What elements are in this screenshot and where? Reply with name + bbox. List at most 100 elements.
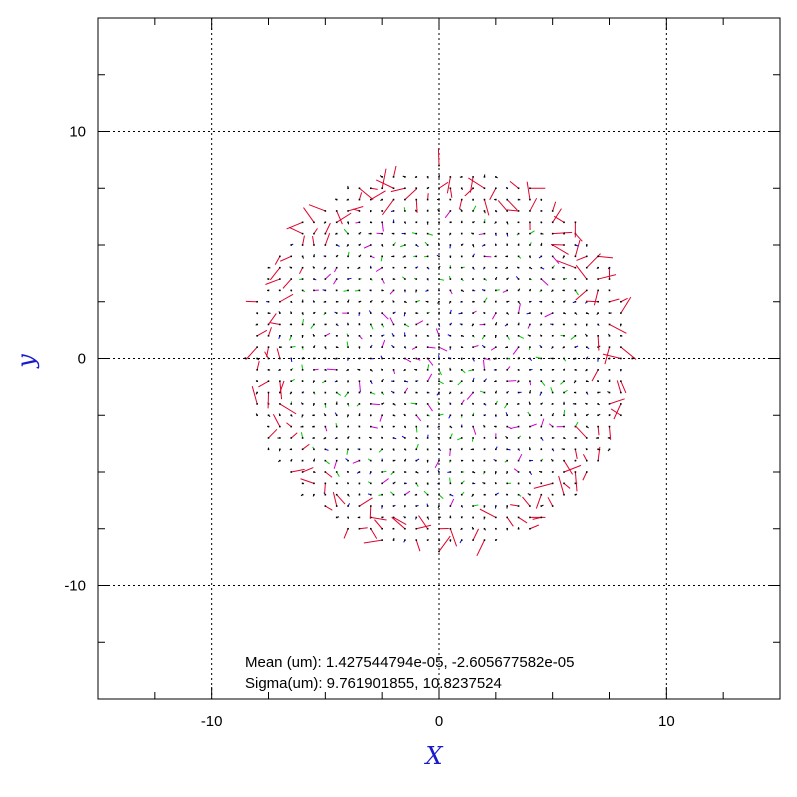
vector-origin (347, 505, 349, 507)
vector-origin (279, 278, 281, 280)
vector-origin (279, 357, 281, 360)
vector-origin (358, 335, 361, 337)
vector-origin (404, 380, 406, 382)
vector-origin (392, 505, 395, 507)
vector-origin (551, 210, 554, 212)
vector-origin (517, 482, 520, 485)
vector-origin (279, 448, 281, 451)
vector-origin (392, 221, 395, 224)
vector-arrow (390, 187, 406, 193)
mean-stat-label: Mean (um): 1.427544794e-05, -2.605677582… (245, 654, 574, 671)
vector-origin (313, 357, 315, 360)
vector-origin (381, 391, 383, 394)
vector-origin (460, 323, 463, 326)
vector-origin (438, 403, 440, 405)
vector-origin (551, 312, 554, 314)
vector-origin (426, 335, 429, 337)
vector-origin (335, 335, 338, 337)
vector-origin (517, 357, 520, 360)
vector-origin (335, 471, 338, 473)
vector-origin (438, 312, 440, 314)
vector-arrow (324, 222, 331, 234)
vector-arrow (359, 527, 368, 530)
vector-origin (597, 380, 599, 382)
vector-origin (358, 391, 361, 394)
vector-arrow (427, 233, 433, 236)
vector-origin (460, 289, 463, 292)
vector-origin (449, 516, 452, 519)
vector-origin (585, 323, 588, 326)
vector-origin (597, 346, 599, 348)
vector-origin (495, 539, 497, 541)
vector-origin (495, 346, 497, 348)
vector-arrow (276, 348, 281, 359)
vector-origin (517, 346, 520, 348)
vector-arrow (563, 464, 582, 473)
vector-origin (313, 403, 315, 405)
vector-arrow (256, 361, 260, 370)
vector-arrow (381, 199, 394, 216)
vector-origin (529, 527, 531, 530)
vector-origin (597, 414, 599, 417)
vector-origin (551, 437, 554, 439)
vector-origin (404, 221, 406, 224)
vector-origin (335, 391, 338, 394)
vector-origin (415, 448, 418, 451)
vector-arrow (437, 148, 440, 166)
vector-origin (529, 493, 531, 496)
vector-origin (290, 380, 293, 382)
vector-origin (347, 527, 349, 530)
vector-origin (574, 278, 577, 280)
vector-origin (415, 425, 418, 428)
vector-arrow (324, 232, 331, 246)
vector-origin (620, 357, 622, 360)
vector-origin (313, 232, 315, 235)
vector-origin (608, 425, 611, 428)
vector-origin (483, 527, 486, 530)
vector-origin (460, 300, 463, 303)
vector-origin (358, 505, 361, 507)
vector-origin (267, 312, 270, 314)
vector-origin (404, 335, 406, 337)
vector-arrow (535, 494, 542, 509)
vector-arrow (336, 494, 346, 505)
vector-arrow (609, 324, 627, 334)
vector-origin (347, 232, 349, 235)
vector-origin (358, 369, 361, 371)
vector-origin (404, 493, 406, 496)
vector-origin (449, 425, 452, 428)
vector-origin (472, 176, 474, 178)
vector-origin (381, 380, 383, 382)
vector-origin (495, 244, 497, 246)
vector-origin (358, 448, 361, 451)
vector-origin (256, 403, 258, 405)
vector-arrow (484, 255, 492, 258)
vector-origin (370, 232, 372, 235)
vector-origin (585, 278, 588, 280)
vector-arrow (379, 415, 383, 422)
vector-origin (540, 210, 543, 212)
vector-arrow (593, 290, 599, 306)
vector-origin (313, 278, 315, 280)
vector-origin (381, 221, 383, 224)
vector-origin (563, 232, 565, 235)
vector-arrow (616, 380, 622, 393)
y-tick-label: -10 (64, 578, 86, 595)
vector-origin (597, 391, 599, 394)
vector-origin (540, 357, 543, 360)
vector-origin (426, 255, 429, 258)
vector-origin (506, 493, 508, 496)
vector-origin (415, 244, 418, 246)
vector-origin (483, 357, 486, 360)
vector-origin (551, 221, 554, 224)
vector-origin (620, 414, 622, 417)
vector-origin (324, 323, 327, 326)
vector-origin (540, 266, 543, 269)
vector-origin (324, 300, 327, 303)
vector-origin (438, 380, 440, 382)
vector-origin (404, 425, 406, 428)
vector-origin (347, 493, 349, 496)
vector-origin (290, 448, 293, 451)
vector-origin (563, 369, 565, 371)
